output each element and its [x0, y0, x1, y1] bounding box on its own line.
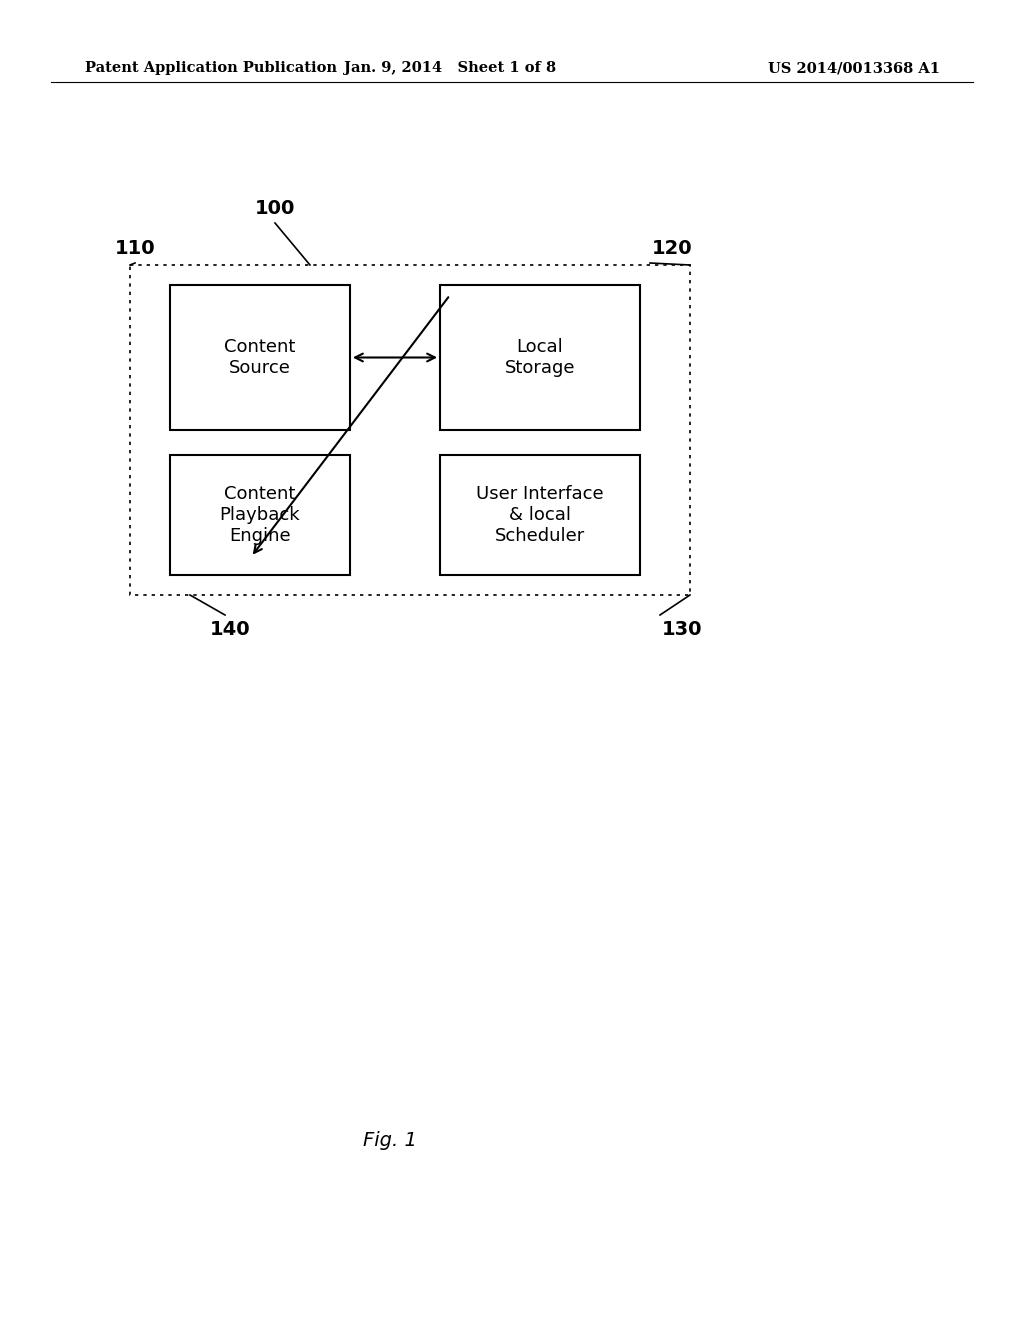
Bar — [440, 285, 640, 430]
Text: Jan. 9, 2014   Sheet 1 of 8: Jan. 9, 2014 Sheet 1 of 8 — [344, 61, 556, 75]
Bar — [170, 285, 350, 430]
Text: 140: 140 — [210, 620, 251, 639]
Text: Fig. 1: Fig. 1 — [364, 1131, 417, 1150]
Bar — [170, 455, 350, 576]
Text: Content
Playback
Engine: Content Playback Engine — [220, 486, 300, 545]
Text: Patent Application Publication: Patent Application Publication — [85, 61, 337, 75]
Text: 110: 110 — [115, 239, 156, 257]
Text: 100: 100 — [255, 199, 295, 218]
Text: User Interface
& local
Scheduler: User Interface & local Scheduler — [476, 486, 604, 545]
Text: Local
Storage: Local Storage — [505, 338, 575, 378]
Bar — [130, 265, 690, 595]
Text: Content
Source: Content Source — [224, 338, 296, 378]
Bar — [440, 455, 640, 576]
Text: 130: 130 — [662, 620, 702, 639]
Text: 120: 120 — [652, 239, 692, 257]
Text: US 2014/0013368 A1: US 2014/0013368 A1 — [768, 61, 940, 75]
